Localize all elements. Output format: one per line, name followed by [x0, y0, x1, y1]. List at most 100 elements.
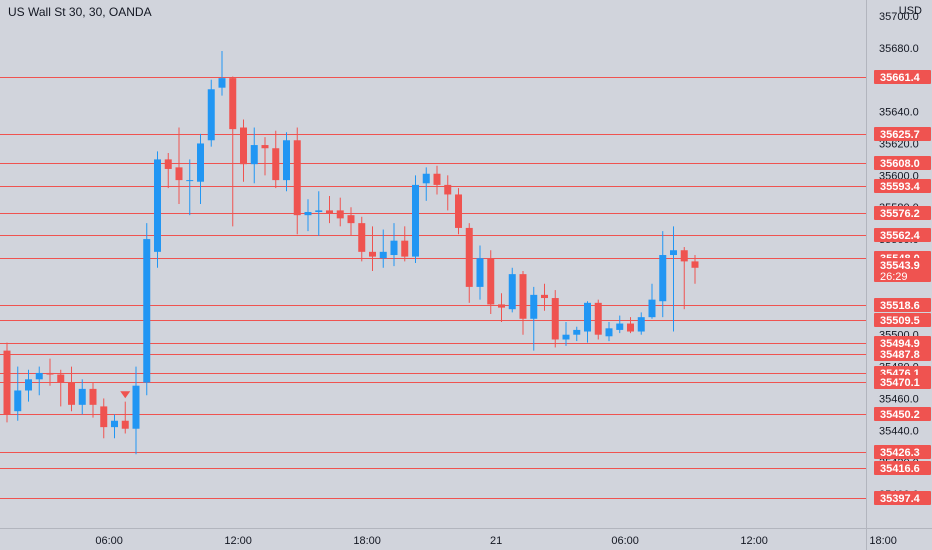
bar-countdown-label: 26:29	[880, 271, 908, 283]
candle-body	[498, 304, 505, 308]
candle-body	[530, 294, 538, 319]
candle	[670, 226, 677, 332]
candle	[336, 197, 344, 227]
price-tick-label: 35700.0	[879, 11, 919, 23]
candle-body	[390, 240, 398, 256]
candle	[422, 167, 430, 201]
candle	[46, 358, 54, 386]
candle-body	[627, 323, 634, 332]
candle-body	[154, 159, 161, 252]
time-axis[interactable]: 06:00 12:00 18:00 21 06:00 12:00 18:00	[0, 528, 932, 548]
candle	[293, 127, 301, 235]
candle	[100, 398, 108, 439]
candle	[412, 175, 419, 263]
candle	[143, 223, 151, 396]
price-tick-label: 35680.0	[879, 43, 919, 55]
level-label-bg	[874, 375, 931, 389]
level-label: 35518.6	[880, 300, 920, 312]
candle-body	[3, 350, 11, 415]
price-tick-label: 35460.0	[879, 393, 919, 405]
horizontal-levels	[0, 77, 866, 499]
candle-body	[379, 251, 387, 259]
candle	[197, 133, 204, 205]
candle	[111, 414, 118, 439]
candle	[487, 250, 495, 314]
level-label-bg	[874, 461, 931, 475]
level-label: 35487.8	[880, 349, 920, 361]
level-label: 35562.4	[880, 230, 921, 242]
candle	[379, 229, 387, 268]
candle	[637, 312, 645, 335]
candle-body	[132, 385, 140, 429]
candle	[530, 286, 538, 351]
candle-body	[186, 180, 194, 182]
candle-body	[229, 78, 237, 130]
candle	[390, 223, 398, 267]
candle-body	[465, 227, 473, 287]
candle	[369, 226, 376, 271]
candle	[508, 267, 516, 313]
level-label-bg	[874, 407, 931, 421]
candle-body	[283, 140, 290, 181]
level-label: 35608.0	[880, 158, 920, 170]
candle	[648, 283, 656, 319]
candle	[315, 191, 323, 236]
candle	[78, 379, 86, 415]
candle-body	[347, 215, 355, 224]
candle-body	[401, 240, 409, 257]
candle	[57, 369, 65, 407]
candles	[3, 51, 699, 455]
level-label-bg	[874, 228, 931, 242]
level-label-bg	[874, 127, 931, 141]
candle	[261, 137, 269, 176]
candle-body	[261, 145, 269, 149]
candle	[121, 401, 129, 434]
candle-body	[412, 184, 419, 257]
candle	[433, 165, 441, 195]
candle	[584, 301, 591, 343]
price-tick-label: 35620.0	[879, 138, 919, 150]
candle	[562, 321, 570, 346]
candle-body	[250, 145, 258, 165]
candle	[691, 255, 699, 284]
candle	[541, 283, 548, 311]
candle-body	[143, 239, 151, 383]
candle-body	[444, 184, 452, 195]
candle-body	[78, 388, 86, 405]
time-tick-label: 21	[490, 535, 502, 547]
level-label: 35661.4	[880, 72, 921, 84]
level-label: 35470.1	[880, 377, 920, 389]
candle-body	[197, 143, 204, 182]
candle	[229, 76, 237, 227]
candle-body	[680, 250, 688, 262]
level-label: 35509.5	[880, 315, 920, 327]
candle	[35, 366, 43, 396]
level-label: 35416.6	[880, 463, 920, 475]
candle-body	[594, 302, 602, 335]
candle-body	[207, 89, 215, 141]
candle-body	[240, 127, 247, 165]
time-tick-label: 06:00	[611, 535, 639, 547]
candle	[89, 382, 97, 418]
candle-body	[519, 274, 527, 319]
candle-body	[35, 372, 43, 380]
time-tick-label: 18:00	[869, 535, 897, 547]
candle-body	[422, 173, 430, 184]
candle	[68, 366, 75, 412]
candle	[240, 119, 247, 182]
candle	[3, 342, 11, 423]
time-tick-label: 12:00	[224, 535, 252, 547]
time-tick-label: 12:00	[740, 535, 768, 547]
level-label-bg	[874, 313, 931, 327]
candle-body	[455, 194, 462, 228]
candle	[175, 127, 183, 205]
symbol-title[interactable]: US Wall St 30, 30, OANDA	[8, 5, 152, 19]
candle-body	[369, 251, 376, 257]
candle-body	[14, 390, 22, 412]
candle	[283, 132, 290, 192]
currency-label: USD	[898, 5, 922, 17]
candle	[659, 231, 667, 318]
candle-body	[562, 334, 570, 340]
